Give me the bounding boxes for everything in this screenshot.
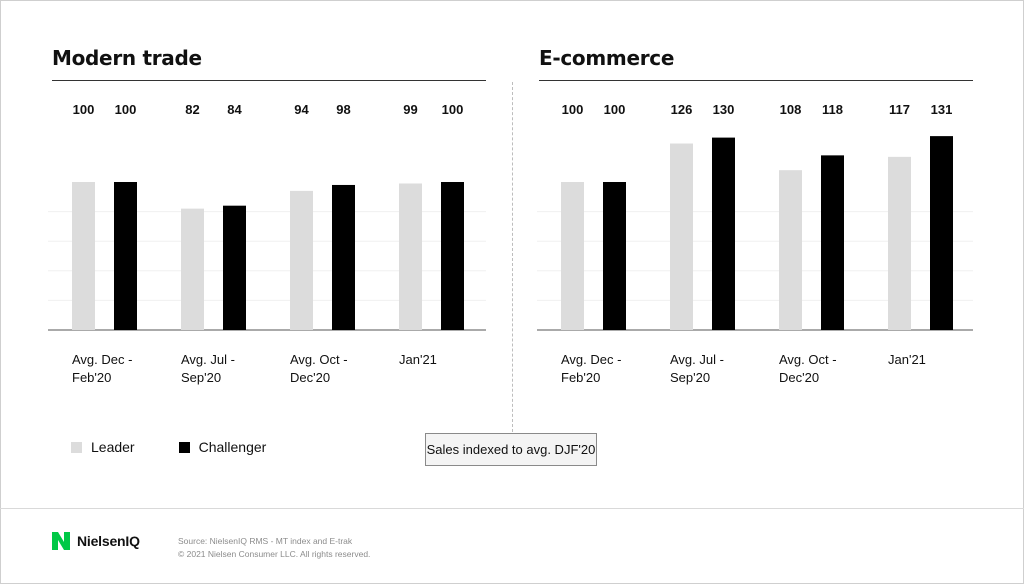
legend: Leader Challenger: [71, 439, 310, 455]
modern-trade-title-rule: [52, 80, 486, 81]
ecommerce-bar-leader-2: [779, 170, 802, 330]
modern-trade-bar-challenger-2: [332, 184, 355, 330]
modern-trade-category-label-3: Jan'21: [399, 352, 437, 367]
modern-trade-bar-challenger-0: [114, 182, 137, 330]
ecommerce-category-label-1: Avg. Jul -Sep'20: [670, 352, 724, 385]
brand-name: NielsenIQ: [77, 533, 140, 549]
ecommerce-bar-leader-0: [561, 182, 584, 330]
modern-trade-data-label-leader-0: 100: [73, 102, 95, 117]
ecommerce-bar-challenger-3: [930, 136, 953, 330]
ecommerce-data-label-challenger-0: 100: [604, 102, 626, 117]
ecommerce-category-label-0: Avg. Dec -Feb'20: [561, 352, 621, 385]
ecommerce-data-label-challenger-1: 130: [713, 102, 735, 117]
legend-item-leader: Leader: [71, 439, 135, 455]
bar-charts: 100 100 Avg. Dec -Feb'20 82 84 Avg. Jul -Sep'…: [48, 102, 973, 385]
ecommerce-bar-challenger-1: [712, 137, 735, 330]
footer-divider: [0, 508, 1024, 509]
footer-notes: Source: NielsenIQ RMS - MT index and E-t…: [178, 535, 370, 561]
copyright-note: © 2021 Nielsen Consumer LLC. All rights …: [178, 549, 371, 559]
ecommerce-data-label-leader-0: 100: [562, 102, 584, 117]
modern-trade-data-label-leader-1: 82: [185, 102, 199, 117]
modern-trade-data-label-challenger-3: 100: [442, 102, 464, 117]
legend-swatch-leader: [71, 441, 82, 453]
modern-trade-bar-leader-2: [290, 190, 313, 330]
index-note: Sales indexed to avg. DJF'20: [425, 433, 597, 466]
ecommerce-data-label-leader-3: 117: [889, 102, 910, 117]
ecommerce-category-label-2: Avg. Oct -Dec'20: [779, 352, 837, 385]
ecommerce-data-label-leader-2: 108: [780, 102, 802, 117]
source-note: Source: NielsenIQ RMS - MT index and E-t…: [178, 536, 353, 546]
ecommerce-bar-challenger-0: [603, 182, 626, 330]
ecommerce-data-label-challenger-2: 118: [822, 102, 843, 117]
ecommerce-title: E-commerce: [539, 46, 675, 70]
ecommerce-bar-leader-3: [888, 156, 911, 330]
panel-divider: [512, 82, 513, 432]
ecommerce-data-label-leader-1: 126: [671, 102, 693, 117]
modern-trade-bar-challenger-1: [223, 205, 246, 330]
modern-trade-title: Modern trade: [52, 46, 202, 70]
legend-item-challenger: Challenger: [178, 439, 267, 455]
modern-trade-bar-challenger-3: [441, 182, 464, 330]
modern-trade-bar-leader-1: [181, 208, 204, 330]
nielseniq-logo-icon: [52, 532, 70, 550]
modern-trade-data-label-challenger-2: 98: [336, 102, 350, 117]
modern-trade-bar-leader-3: [399, 183, 422, 330]
ecommerce-data-label-challenger-3: 131: [931, 102, 953, 117]
modern-trade-bar-leader-0: [72, 182, 95, 330]
modern-trade-category-label-1: Avg. Jul -Sep'20: [181, 352, 235, 385]
ecommerce-bar-challenger-2: [821, 155, 844, 330]
ecommerce-title-rule: [539, 80, 973, 81]
modern-trade-data-label-challenger-1: 84: [227, 102, 242, 117]
legend-swatch-challenger: [178, 441, 190, 453]
ecommerce-category-label-3: Jan'21: [888, 352, 926, 367]
modern-trade-category-label-2: Avg. Oct -Dec'20: [290, 352, 348, 385]
modern-trade-category-label-0: Avg. Dec -Feb'20: [72, 352, 132, 385]
modern-trade-data-label-challenger-0: 100: [115, 102, 137, 117]
legend-label-challenger: Challenger: [198, 439, 267, 455]
ecommerce-bar-leader-1: [670, 143, 693, 330]
brand-logo: NielsenIQ: [51, 530, 140, 552]
modern-trade-data-label-leader-2: 94: [294, 102, 309, 117]
modern-trade-data-label-leader-3: 99: [403, 102, 417, 117]
legend-label-leader: Leader: [91, 439, 135, 455]
